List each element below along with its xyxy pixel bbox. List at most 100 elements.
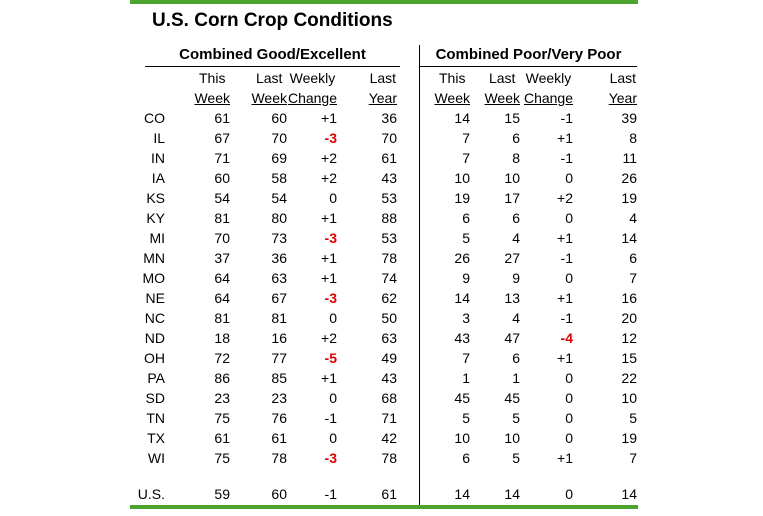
ge-this-week-cell: 23	[214, 390, 230, 406]
table-row: KS 54 54 0 53 19 17 +2 19	[130, 188, 637, 208]
pv-last-week-cell: 6	[512, 130, 520, 146]
pv-last-year-cell: 20	[621, 310, 637, 326]
pv-weekly-change-cell: -1	[560, 150, 573, 166]
ge-weekly-change-cell: -3	[324, 130, 337, 146]
pv-this-week-cell: 45	[454, 390, 470, 406]
pv-last-year-cell: 7	[629, 450, 637, 466]
section-divider-line	[419, 45, 420, 505]
state-label: IL	[153, 130, 165, 146]
pv-this-week-cell: 6	[462, 450, 470, 466]
pv-last-year-cell: 14	[621, 230, 637, 246]
table-row: TN 75 76 -1 71 5 5 0 5	[130, 408, 637, 428]
pv-this-week-cell: 43	[454, 330, 470, 346]
pv-last-year-cell: 19	[621, 190, 637, 206]
ge-weekly-change-cell: +1	[321, 250, 337, 266]
pv-last-year-cell: 4	[629, 210, 637, 226]
ge-last-week-cell: 63	[271, 270, 287, 286]
table-row: MI 70 73 -3 53 5 4 +1 14	[130, 228, 637, 248]
ge-this-week-cell: 60	[214, 170, 230, 186]
pv-total-weekly-change: 0	[565, 486, 573, 502]
ge-weekly-change-cell: 0	[329, 310, 337, 326]
pv-last-year-cell: 5	[629, 410, 637, 426]
state-label: KY	[146, 210, 165, 226]
ge-col-header-this-week: This Week	[194, 70, 230, 106]
ge-last-week-cell: 78	[271, 450, 287, 466]
ge-last-week-cell: 77	[271, 350, 287, 366]
ge-last-week-cell: 80	[271, 210, 287, 226]
ge-last-week-cell: 76	[271, 410, 287, 426]
pv-weekly-change-cell: 0	[565, 210, 573, 226]
ge-this-week-cell: 18	[214, 330, 230, 346]
table-row: PA 86 85 +1 43 1 1 0 22	[130, 368, 637, 388]
pv-last-week-cell: 17	[504, 190, 520, 206]
ge-this-week-cell: 70	[214, 230, 230, 246]
ge-last-year-cell: 42	[381, 430, 397, 446]
ge-weekly-change-cell: -5	[324, 350, 337, 366]
ge-last-year-cell: 49	[381, 350, 397, 366]
pv-weekly-change-cell: 0	[565, 410, 573, 426]
ge-last-week-cell: 16	[271, 330, 287, 346]
state-label: TX	[147, 430, 165, 446]
ge-total-this-week: 59	[214, 486, 230, 502]
ge-weekly-change-cell: 0	[329, 390, 337, 406]
ge-last-week-cell: 23	[271, 390, 287, 406]
pv-last-year-cell: 22	[621, 370, 637, 386]
ge-last-year-cell: 43	[381, 170, 397, 186]
ge-this-week-cell: 75	[214, 450, 230, 466]
state-label: WI	[147, 450, 165, 466]
ge-weekly-change-cell: 0	[329, 430, 337, 446]
pv-last-week-cell: 10	[504, 430, 520, 446]
pv-last-week-cell: 9	[512, 270, 520, 286]
state-label: SD	[145, 390, 165, 406]
table-row: MO 64 63 +1 74 9 9 0 7	[130, 268, 637, 288]
pv-col-header-this-week: This Week	[434, 70, 470, 106]
state-label: MO	[142, 270, 165, 286]
column-header-row: This Week Last Week Weekly Change Last Year …	[130, 68, 637, 108]
ge-last-week-cell: 61	[271, 430, 287, 446]
ge-col-header-last-year: Last Year	[368, 70, 397, 106]
pv-last-year-cell: 15	[621, 350, 637, 366]
table-row: NE 64 67 -3 62 14 13 +1 16	[130, 288, 637, 308]
pv-last-week-cell: 5	[512, 450, 520, 466]
pv-last-week-cell: 5	[512, 410, 520, 426]
pv-weekly-change-cell: 0	[565, 270, 573, 286]
ge-this-week-cell: 37	[214, 250, 230, 266]
pv-weekly-change-cell: 0	[565, 390, 573, 406]
table-body: CO 61 60 +1 36 14 15 -1 39 IL 67 70 -3 7…	[130, 108, 637, 468]
pv-this-week-cell: 26	[454, 250, 470, 266]
pv-col-header-weekly-change: Weekly Change	[523, 70, 573, 106]
pv-weekly-change-cell: 0	[565, 170, 573, 186]
ge-last-week-cell: 60	[271, 110, 287, 126]
pv-last-year-cell: 39	[621, 110, 637, 126]
pv-weekly-change-cell: +1	[557, 230, 573, 246]
ge-last-week-cell: 54	[271, 190, 287, 206]
pv-this-week-cell: 6	[462, 210, 470, 226]
table-row: ND 18 16 +2 63 43 47 -4 12	[130, 328, 637, 348]
pv-this-week-cell: 10	[454, 170, 470, 186]
pv-last-week-cell: 4	[512, 310, 520, 326]
pv-last-week-cell: 6	[512, 210, 520, 226]
ge-last-year-cell: 36	[381, 110, 397, 126]
pv-weekly-change-cell: -1	[560, 250, 573, 266]
ge-last-year-cell: 61	[381, 150, 397, 166]
pv-weekly-change-cell: -4	[560, 330, 573, 346]
pv-this-week-cell: 7	[462, 150, 470, 166]
ge-weekly-change-cell: +1	[321, 110, 337, 126]
ge-this-week-cell: 67	[214, 130, 230, 146]
bottom-accent-bar	[130, 505, 638, 509]
ge-weekly-change-cell: +2	[321, 170, 337, 186]
ge-weekly-change-cell: +2	[321, 150, 337, 166]
state-label: MI	[149, 230, 165, 246]
state-label: ND	[144, 330, 165, 346]
table-row: WI 75 78 -3 78 6 5 +1 7	[130, 448, 637, 468]
ge-weekly-change-cell: +1	[321, 270, 337, 286]
ge-last-week-cell: 69	[271, 150, 287, 166]
ge-last-year-cell: 71	[381, 410, 397, 426]
pv-weekly-change-cell: +1	[557, 350, 573, 366]
ge-this-week-cell: 61	[214, 430, 230, 446]
ge-weekly-change-cell: 0	[329, 190, 337, 206]
pv-last-year-cell: 12	[621, 330, 637, 346]
ge-this-week-cell: 64	[214, 290, 230, 306]
ge-last-year-cell: 88	[381, 210, 397, 226]
